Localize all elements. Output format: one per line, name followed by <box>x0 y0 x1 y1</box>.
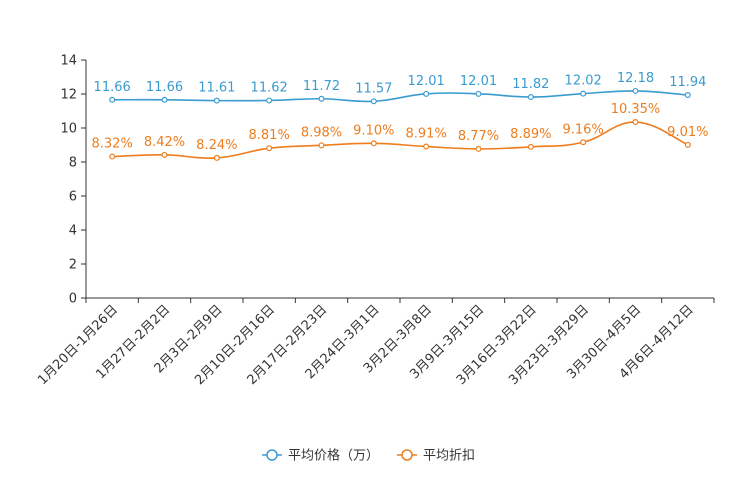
data-point[interactable] <box>423 143 430 150</box>
y-tick-label: 0 <box>69 292 77 307</box>
data-point[interactable] <box>580 90 587 97</box>
y-tick-label: 10 <box>60 122 77 137</box>
data-point[interactable] <box>632 119 639 126</box>
data-label: 8.98% <box>301 125 342 140</box>
y-tick-label: 12 <box>60 88 77 103</box>
data-point[interactable] <box>475 145 482 152</box>
data-point[interactable] <box>213 97 220 104</box>
data-label: 11.82 <box>512 77 549 92</box>
data-point[interactable] <box>318 95 325 102</box>
data-point[interactable] <box>632 87 639 94</box>
data-label: 8.24% <box>196 138 237 153</box>
series-layer <box>109 87 691 161</box>
data-point[interactable] <box>370 140 377 147</box>
y-tick-label: 14 <box>60 54 77 69</box>
data-point[interactable] <box>370 98 377 105</box>
data-point[interactable] <box>684 141 691 148</box>
y-tick-label: 4 <box>69 224 77 239</box>
data-label: 12.01 <box>408 74 445 89</box>
data-label: 8.42% <box>144 135 185 150</box>
data-label: 8.89% <box>510 127 551 142</box>
data-label: 8.91% <box>406 127 447 142</box>
data-point[interactable] <box>475 90 482 97</box>
data-label: 11.72 <box>303 79 340 94</box>
legend-marker <box>401 449 413 461</box>
data-label: 9.16% <box>563 122 604 137</box>
data-label: 8.77% <box>458 129 499 144</box>
data-point[interactable] <box>213 154 220 161</box>
data-label: 12.01 <box>460 74 497 89</box>
data-label: 11.61 <box>198 81 235 96</box>
series-line-0 <box>112 90 688 103</box>
data-point[interactable] <box>318 142 325 149</box>
data-label: 11.57 <box>355 81 392 96</box>
legend-label: 平均折扣 <box>423 449 475 464</box>
data-label: 9.01% <box>667 125 708 140</box>
data-label: 11.62 <box>251 80 288 95</box>
legend-item-0[interactable]: 平均价格（万） <box>262 448 379 464</box>
data-label: 12.02 <box>565 74 602 89</box>
data-point[interactable] <box>527 143 534 150</box>
data-point[interactable] <box>266 97 273 104</box>
data-point[interactable] <box>266 145 273 152</box>
data-point[interactable] <box>423 90 430 97</box>
legend-marker <box>266 449 278 461</box>
data-label: 11.94 <box>669 75 706 90</box>
y-tick-label: 6 <box>69 190 77 205</box>
data-point[interactable] <box>580 139 587 146</box>
data-point[interactable] <box>109 96 116 103</box>
data-label: 12.18 <box>617 71 654 86</box>
y-tick-label: 8 <box>69 156 77 171</box>
data-label: 8.32% <box>92 137 133 152</box>
data-label: 11.66 <box>94 80 131 95</box>
data-point[interactable] <box>684 92 691 99</box>
data-label: 8.81% <box>249 128 290 143</box>
legend-item-1[interactable]: 平均折扣 <box>397 449 475 464</box>
data-label: 11.66 <box>146 80 183 95</box>
data-point[interactable] <box>161 151 168 158</box>
legend[interactable]: 平均价格（万） 平均折扣 <box>262 448 475 464</box>
data-point[interactable] <box>109 153 116 160</box>
series-line-1 <box>112 121 689 159</box>
data-point[interactable] <box>527 94 534 101</box>
data-labels: 11.66 11.66 11.61 11.62 11.72 11.57 12.01 12.01… <box>92 71 709 153</box>
y-tick-label: 2 <box>69 258 77 273</box>
legend-label: 平均价格（万） <box>288 448 379 464</box>
data-point[interactable] <box>161 96 168 103</box>
data-label: 10.35% <box>611 102 661 117</box>
data-label: 9.10% <box>353 123 394 138</box>
